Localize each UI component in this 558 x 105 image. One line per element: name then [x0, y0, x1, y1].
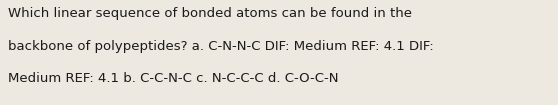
- Text: Which linear sequence of bonded atoms can be found in the: Which linear sequence of bonded atoms ca…: [8, 7, 412, 20]
- Text: Medium REF: 4.1 b. C-C-N-C c. N-C-C-C d. C-O-C-N: Medium REF: 4.1 b. C-C-N-C c. N-C-C-C d.…: [8, 72, 339, 85]
- Text: backbone of polypeptides? a. C-N-N-C DIF: Medium REF: 4.1 DIF:: backbone of polypeptides? a. C-N-N-C DIF…: [8, 40, 434, 53]
